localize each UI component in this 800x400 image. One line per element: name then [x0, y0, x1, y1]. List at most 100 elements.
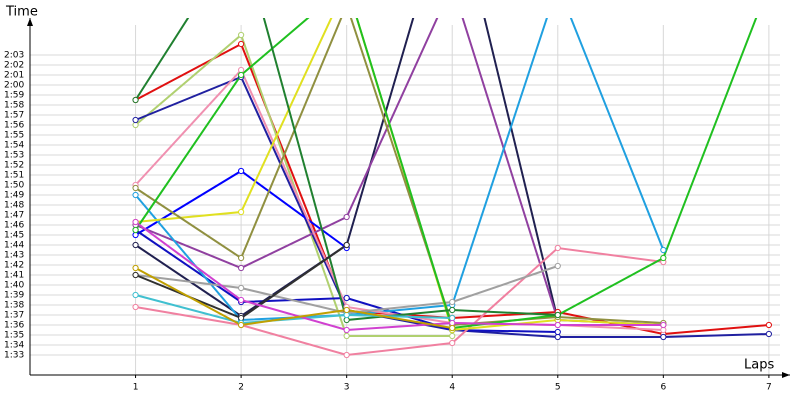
data-point — [554, 244, 561, 252]
x-tick-label: 4 — [449, 383, 455, 393]
data-point — [132, 241, 139, 249]
y-tick-label: 1:48 — [4, 201, 24, 211]
y-tick-label: 1:58 — [4, 101, 24, 111]
y-tick-label: 1:43 — [4, 251, 24, 261]
data-point — [238, 208, 245, 216]
series-line — [134, 33, 453, 337]
data-point — [660, 246, 667, 254]
data-point — [344, 2, 349, 7]
y-tick-label: 2:00 — [4, 81, 24, 91]
x-tick-label: 1 — [133, 383, 139, 393]
data-point — [660, 326, 667, 334]
data-point — [343, 241, 350, 249]
data-point — [238, 40, 245, 48]
y-tick-label: 1:35 — [4, 331, 24, 341]
data-point — [554, 333, 561, 341]
y-tick-label: 1:40 — [4, 281, 24, 291]
data-point — [238, 284, 245, 292]
data-point — [132, 184, 139, 192]
y-tick-label: 1:52 — [4, 161, 24, 171]
y-tick-label: 2:01 — [4, 71, 24, 81]
data-point — [238, 314, 245, 322]
y-tick-label: 1:50 — [4, 181, 24, 191]
y-axis-title: Time — [5, 5, 38, 20]
y-tick-label: 1:44 — [4, 241, 24, 251]
y-tick-label: 1:36 — [4, 321, 24, 331]
y-tick-label: 1:47 — [4, 211, 24, 221]
data-point — [132, 191, 139, 199]
y-tick-label: 1:46 — [4, 221, 24, 231]
y-tick-label: 1:41 — [4, 271, 24, 281]
data-point — [343, 311, 350, 319]
y-tick-label: 1:42 — [4, 261, 24, 271]
data-point — [132, 303, 139, 311]
data-point — [132, 121, 139, 129]
data-point — [238, 66, 245, 74]
data-point — [238, 296, 245, 304]
x-tick-label: 6 — [660, 383, 666, 393]
data-point — [132, 96, 139, 104]
data-point — [343, 213, 350, 221]
data-point — [554, 311, 561, 319]
y-tick-label: 1:39 — [4, 291, 24, 301]
series-line — [135, 246, 664, 357]
y-tick-label: 1:51 — [4, 171, 24, 181]
data-point — [660, 321, 667, 329]
data-point — [132, 264, 139, 272]
data-point — [449, 319, 456, 327]
data-point — [554, 328, 561, 336]
data-point — [238, 71, 245, 79]
x-tick-label: 7 — [766, 383, 772, 393]
x-tick-label: 2 — [238, 383, 244, 393]
plot-area — [132, 2, 772, 359]
grid — [30, 25, 780, 375]
x-tick-label: 5 — [555, 383, 561, 393]
data-point — [765, 321, 772, 329]
data-point — [238, 264, 245, 272]
data-point — [343, 326, 350, 334]
data-point — [554, 321, 561, 329]
data-point — [132, 226, 139, 234]
x-axis-title: Laps — [744, 358, 774, 373]
data-point — [554, 262, 561, 270]
series-line — [135, 294, 453, 325]
data-point — [238, 321, 245, 329]
data-point — [343, 351, 350, 359]
data-point — [343, 316, 350, 324]
data-point — [449, 332, 456, 340]
data-point — [132, 231, 139, 239]
data-point — [238, 254, 245, 262]
y-tick-label: 1:56 — [4, 121, 24, 131]
y-tick-label: 1:49 — [4, 191, 24, 201]
y-tick-label: 2:02 — [4, 61, 24, 71]
data-point — [449, 314, 456, 322]
y-axis-arrow — [27, 18, 33, 26]
y-tick-label: 2:03 — [4, 51, 24, 61]
series-line — [134, 18, 665, 322]
data-point — [132, 271, 139, 279]
data-point — [238, 167, 245, 175]
data-point — [238, 31, 245, 39]
data-point — [449, 306, 456, 314]
data-point — [660, 254, 667, 262]
data-point — [343, 294, 350, 302]
y-tick-label: 1:45 — [4, 231, 24, 241]
data-point — [343, 306, 350, 314]
data-point — [449, 339, 456, 347]
y-tick-label: 1:38 — [4, 301, 24, 311]
x-axis-arrow — [782, 372, 790, 378]
data-point — [765, 330, 772, 338]
y-tick-label: 1:55 — [4, 131, 24, 141]
y-tick-label: 1:33 — [4, 351, 24, 361]
y-tick-label: 1:54 — [4, 141, 24, 151]
data-point — [449, 298, 456, 306]
y-tick-label: 1:53 — [4, 151, 24, 161]
y-tick-label: 1:57 — [4, 111, 24, 121]
data-point — [660, 333, 667, 341]
series-line — [135, 18, 664, 327]
series-line — [134, 68, 664, 331]
y-tick-label: 1:59 — [4, 91, 24, 101]
data-point — [132, 218, 139, 226]
series-line — [134, 221, 664, 332]
